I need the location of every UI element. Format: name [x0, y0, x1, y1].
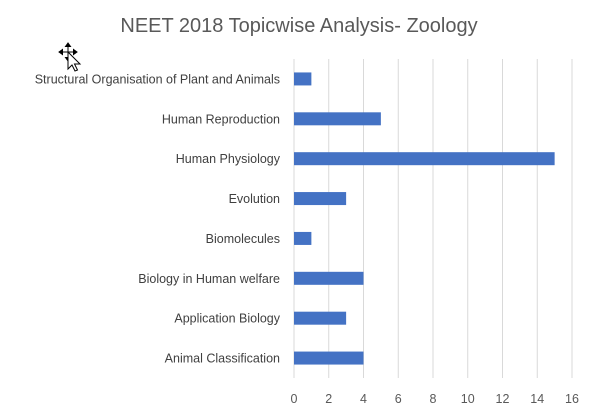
- bar: [294, 271, 364, 285]
- x-tick-label: 8: [430, 392, 437, 406]
- bar: [294, 231, 312, 245]
- bar: [294, 112, 381, 126]
- category-label: Human Reproduction: [162, 112, 280, 126]
- move-cursor-icon: [58, 42, 84, 72]
- x-tick-label: 16: [565, 392, 579, 406]
- category-label: Biology in Human welfare: [138, 272, 280, 286]
- category-label: Structural Organisation of Plant and Ani…: [35, 72, 280, 86]
- bar: [294, 311, 347, 325]
- x-tick-labels: 0 2 4 6 8 10 12 14 16: [291, 392, 579, 406]
- bar: [294, 72, 312, 86]
- bar: [294, 152, 555, 166]
- x-tick-label: 12: [496, 392, 510, 406]
- chart-title: NEET 2018 Topicwise Analysis- Zoology: [120, 15, 477, 37]
- category-label: Human Physiology: [176, 152, 281, 166]
- x-tick-label: 2: [325, 392, 332, 406]
- x-tick-label: 10: [461, 392, 475, 406]
- bar: [294, 192, 347, 206]
- grid-lines: [293, 59, 573, 378]
- x-tick-label: 0: [291, 392, 298, 406]
- bars: [294, 72, 555, 365]
- bar: [294, 351, 364, 365]
- x-tick-label: 6: [395, 392, 402, 406]
- category-label: Evolution: [229, 192, 280, 206]
- x-tick-label: 4: [360, 392, 367, 406]
- category-label: Animal Classification: [165, 352, 280, 366]
- x-tick-label: 14: [530, 392, 544, 406]
- category-label: Application Biology: [174, 312, 280, 326]
- category-label: Biomolecules: [206, 232, 280, 246]
- category-labels: Structural Organisation of Plant and Ani…: [35, 72, 281, 365]
